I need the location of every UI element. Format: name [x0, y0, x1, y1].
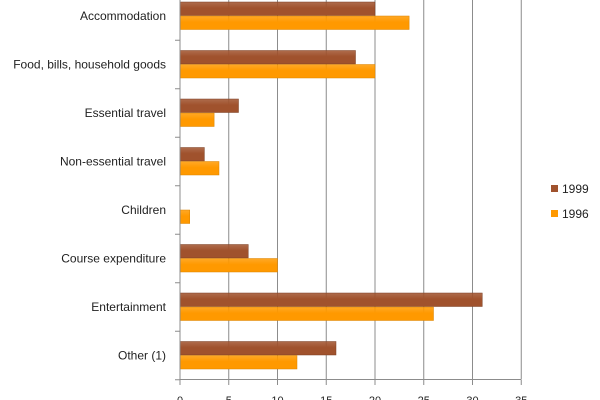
category-label-children: Children	[121, 203, 166, 217]
legend-swatch-1999	[551, 185, 558, 192]
bar-1999-non-essential-travel	[179, 147, 205, 162]
tick-labels: 0 5 10 15 20 25 30 35	[177, 395, 527, 400]
bar-1999-course-expenditure	[179, 244, 249, 259]
legend-swatch-1996	[551, 210, 558, 217]
bar-1996-course-expenditure	[179, 258, 278, 273]
category-label-entertainment: Entertainment	[91, 300, 166, 314]
bar-1996-other-1	[179, 355, 298, 370]
legend: 1999 1996	[551, 182, 589, 221]
x-tick-label-10: 10	[271, 395, 283, 400]
bar-1999-other-1	[179, 341, 337, 356]
category-label-food-bills-household-goods: Food, bills, household goods	[13, 58, 166, 72]
bar-1996-food-bills-household-goods	[179, 64, 376, 79]
bar-1996-accommodation	[179, 15, 410, 30]
x-tick-label-25: 25	[418, 395, 430, 400]
category-label-accommodation: Accommodation	[80, 9, 166, 23]
legend-label-1999: 1999	[562, 182, 589, 196]
bar-1996-entertainment	[179, 306, 434, 321]
x-tick-label-5: 5	[226, 395, 232, 400]
category-label-non-essential-travel: Non-essential travel	[60, 155, 166, 169]
axes	[175, 0, 522, 385]
x-tick-label-15: 15	[320, 395, 332, 400]
x-tick-label-30: 30	[466, 395, 478, 400]
category-label-essential-travel: Essential travel	[85, 106, 166, 120]
bars	[179, 1, 483, 370]
bar-1996-essential-travel	[179, 112, 215, 127]
x-tick-label-20: 20	[369, 395, 381, 400]
x-tick-label-35: 35	[515, 395, 527, 400]
legend-label-1996: 1996	[562, 207, 589, 221]
bar-1999-essential-travel	[179, 98, 239, 113]
bar-1996-children	[179, 209, 190, 224]
bar-1996-non-essential-travel	[179, 161, 220, 176]
x-tick-label-0: 0	[177, 395, 183, 400]
category-label-course-expenditure: Course expenditure	[61, 252, 166, 266]
category-labels: Accommodation Food, bills, household good…	[13, 9, 166, 363]
bar-1999-entertainment	[179, 292, 483, 307]
bar-1999-food-bills-household-goods	[179, 50, 356, 65]
category-label-other-1: Other (1)	[118, 349, 166, 363]
bar-1999-accommodation	[179, 1, 376, 16]
